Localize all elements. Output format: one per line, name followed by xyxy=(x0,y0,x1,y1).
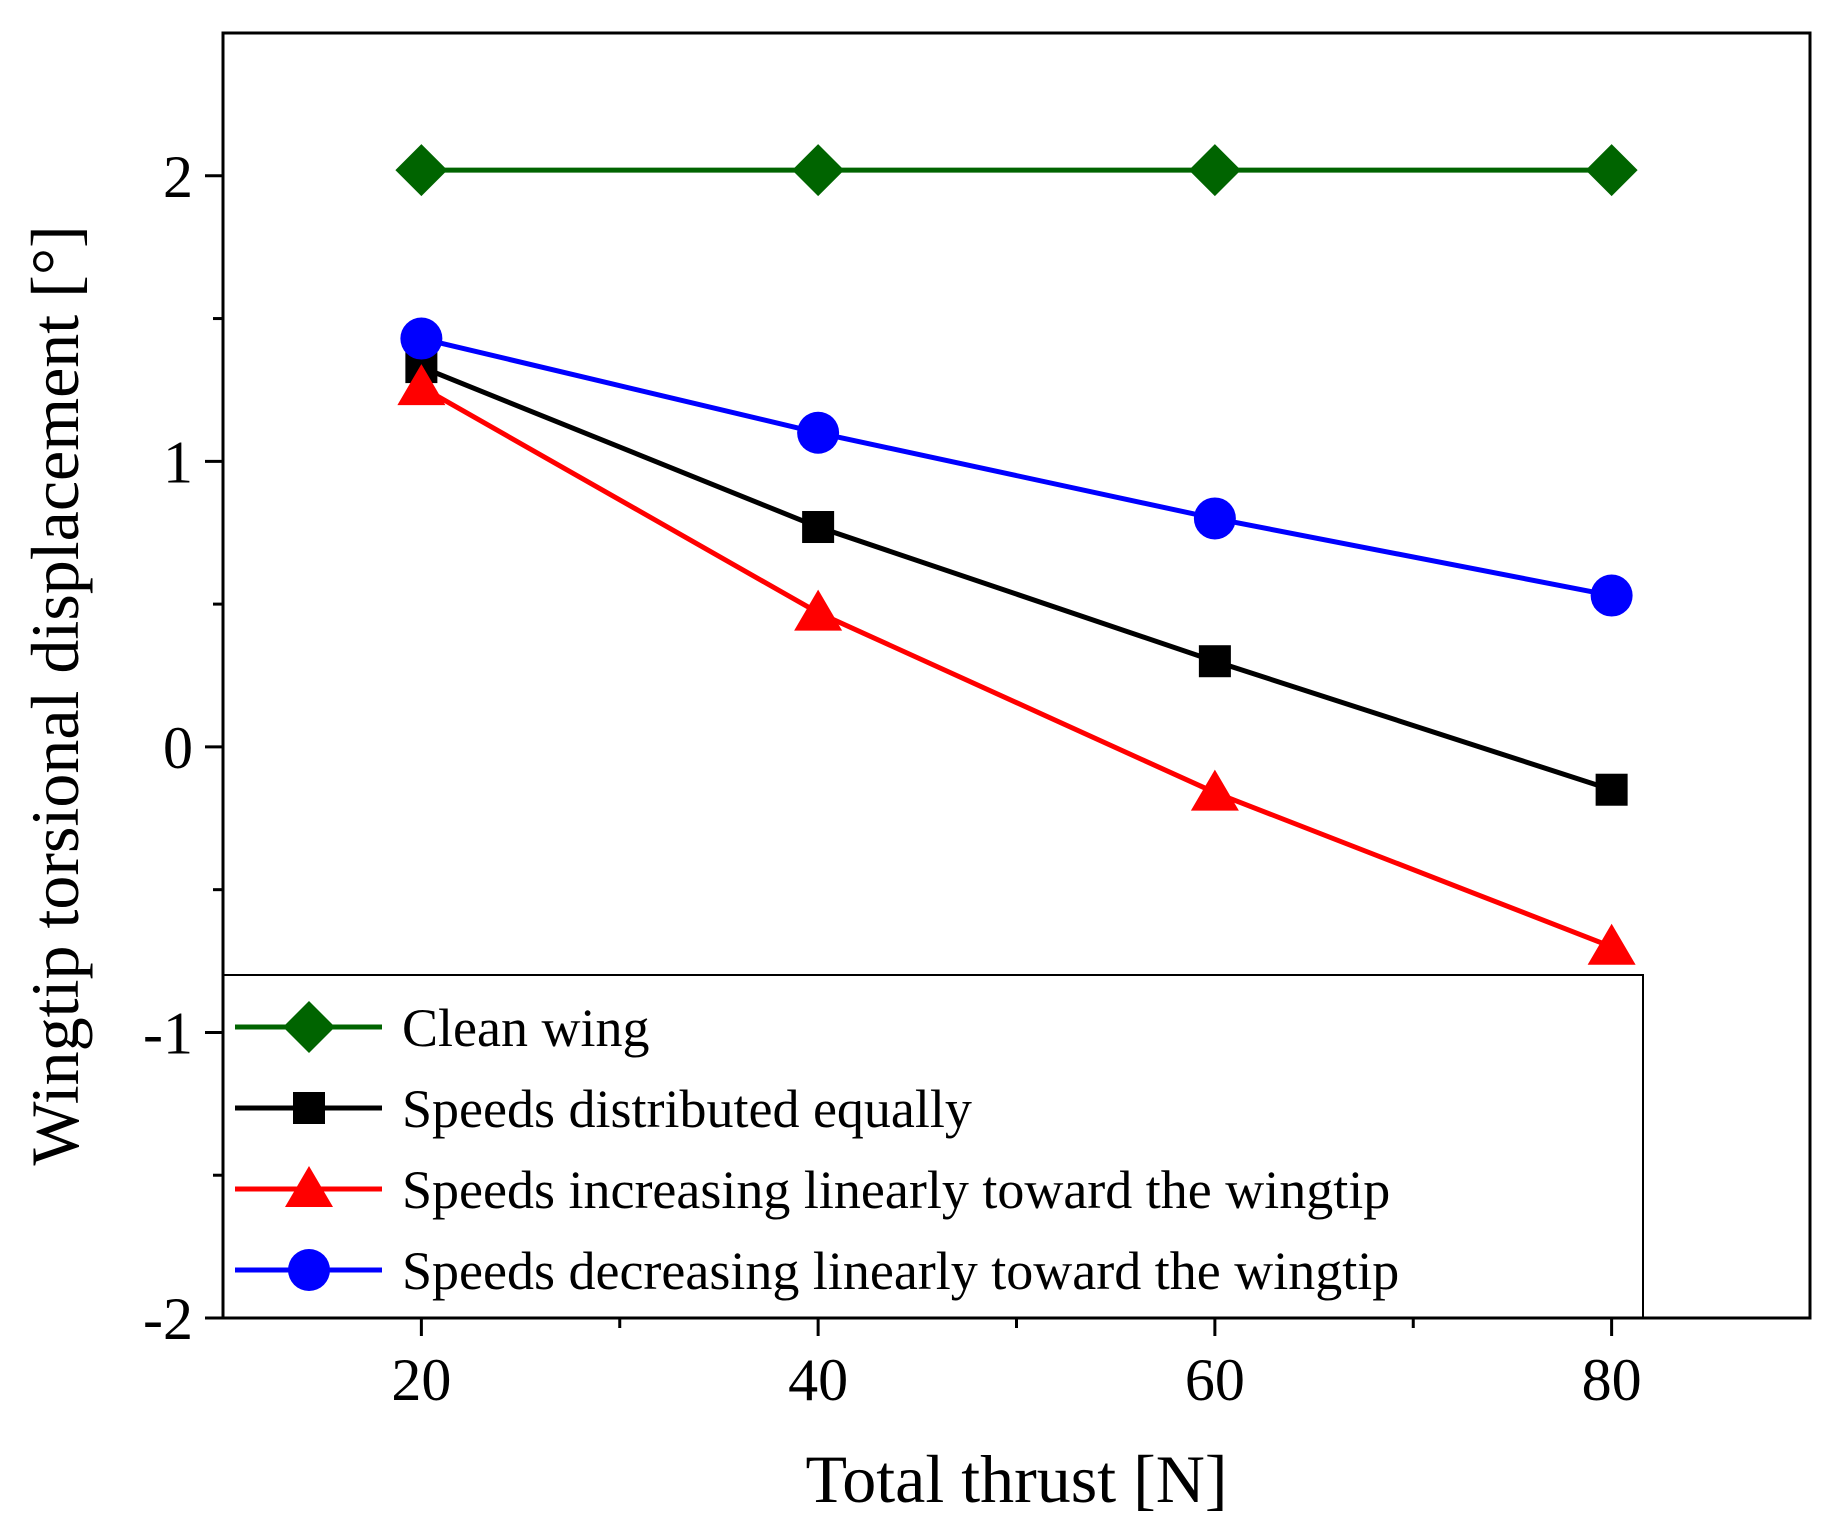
data-point xyxy=(802,511,835,544)
legend-entry: Speeds distributed equally xyxy=(235,1079,972,1139)
legend-box xyxy=(222,974,1644,1319)
series-square xyxy=(405,351,1628,806)
x-tick-label: 80 xyxy=(1582,1347,1642,1413)
x-tick-label: 20 xyxy=(391,1347,451,1413)
y-tick-label: -2 xyxy=(143,1286,193,1352)
x-tick-label: 40 xyxy=(788,1347,848,1413)
y-tick-label: 1 xyxy=(163,429,193,495)
series-layer xyxy=(395,144,1638,965)
y-tick-label: 0 xyxy=(163,715,193,781)
data-point xyxy=(1188,144,1241,197)
x-axis-label: Total thrust [N] xyxy=(805,1441,1227,1517)
x-tick-label: 60 xyxy=(1185,1347,1245,1413)
series-triangle xyxy=(397,364,1636,965)
data-point xyxy=(397,364,446,406)
legend-label: Clean wing xyxy=(402,998,649,1058)
axes: 20 40 60 80 -2 -1 0 1 2 xyxy=(143,144,1642,1413)
data-point xyxy=(400,317,443,360)
legend-marker xyxy=(285,1166,333,1207)
data-point xyxy=(1198,645,1231,678)
series-diamond xyxy=(395,144,1638,197)
data-point xyxy=(1193,497,1236,540)
data-point xyxy=(1595,773,1628,806)
y-axis-label: Wingtip torsional displacement [°] xyxy=(17,225,93,1165)
legend-label: Speeds distributed equally xyxy=(402,1079,972,1139)
y-tick-label: 2 xyxy=(163,144,193,210)
series-line xyxy=(420,336,1613,598)
data-point xyxy=(1190,769,1239,811)
legend: Clean wing Speeds distributed equally Spee… xyxy=(222,974,1644,1319)
data-point xyxy=(1587,923,1636,965)
y-tick-label: -1 xyxy=(143,1000,193,1066)
legend-entry: Clean wing xyxy=(235,998,649,1058)
series-circle xyxy=(400,317,1633,617)
legend-entry: Speeds decreasing linearly toward the wi… xyxy=(235,1241,1399,1301)
data-point xyxy=(794,589,843,631)
data-point xyxy=(395,144,448,197)
data-point xyxy=(1585,144,1638,197)
data-point xyxy=(1590,574,1633,617)
data-point xyxy=(792,144,845,197)
legend-label: Speeds increasing linearly toward the wi… xyxy=(402,1160,1390,1220)
legend-label: Speeds decreasing linearly toward the wi… xyxy=(402,1241,1399,1301)
legend-entry: Speeds increasing linearly toward the wi… xyxy=(235,1160,1390,1220)
legend-marker xyxy=(293,1092,325,1124)
legend-marker xyxy=(288,1249,330,1291)
series-line xyxy=(420,384,1613,950)
legend-marker xyxy=(283,1001,335,1053)
data-point xyxy=(797,411,840,454)
series-line xyxy=(420,364,1613,793)
